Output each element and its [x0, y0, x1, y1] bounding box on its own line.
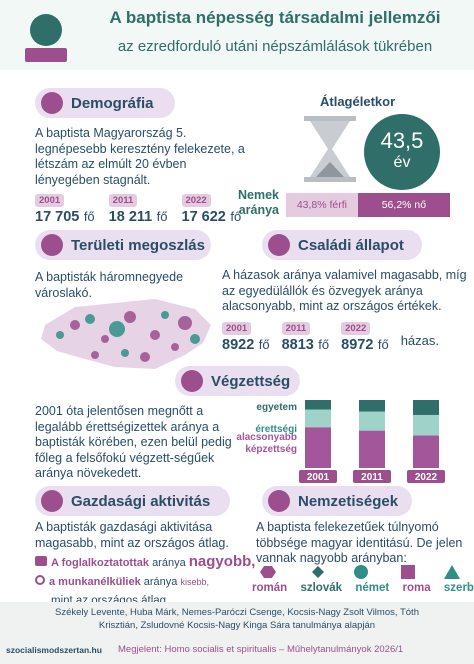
gender-bar: 43,8% férfi 56,2% nő [286, 193, 450, 217]
heading: Nemzetiségek [298, 492, 399, 510]
map [41, 299, 211, 369]
subtitle: az ezredforduló utáni népszámlálások tük… [117, 38, 433, 55]
heading-pill: Gazdasági aktivitás [35, 486, 230, 516]
year-tag: 2022 [181, 194, 211, 207]
unit: fő [377, 337, 389, 352]
bar-segment [359, 411, 385, 431]
year-tag-bg [299, 470, 337, 483]
paragraph: A baptista Magyarország 5. legnépesebb k… [35, 126, 245, 187]
count: 8922 [222, 337, 255, 353]
education-chart: 2001 2011 2022 alacsonyabb képzettségérettsé… [236, 400, 445, 483]
bar-segment [413, 400, 439, 415]
bar-segment [359, 430, 385, 468]
year-tag: 2022 [341, 322, 371, 335]
year-item: 2022 17 622 fő [181, 190, 242, 226]
paragraph: A baptisták háromnegyede városlakó. [35, 270, 184, 300]
year-tag: 2001 [35, 194, 65, 207]
paragraph: A baptisták gazdasági aktivitása magasab… [35, 520, 229, 550]
url: szocialismodszertan.hu [6, 645, 102, 655]
count: 8972 [341, 337, 374, 353]
gender-label: Nemek aránya [238, 188, 279, 217]
year-item: 2022 8972 fő [341, 318, 389, 354]
nationality: szerb [443, 582, 474, 594]
year-item: 2011 8813 fő [281, 318, 330, 354]
bar-segment [359, 400, 385, 412]
nationality-labels: román szlovák német roma szerb [252, 582, 474, 594]
hourglass [304, 116, 356, 182]
heading-pill: Nemzetiségek [262, 486, 412, 516]
word: aránya [143, 576, 178, 588]
heading: Demográfia [71, 94, 154, 112]
logo [30, 14, 62, 46]
heading: Családi állapot [298, 236, 404, 254]
word: aránya [152, 557, 186, 569]
bar-segment [413, 435, 439, 468]
bar-segment [413, 414, 439, 436]
nationality: roma [402, 582, 431, 594]
age-value: 43,5 [380, 128, 424, 153]
paragraph: A házasok aránya valamivel magasabb, míg… [222, 268, 467, 313]
year-tag: 2011 [281, 322, 311, 335]
year-tag: 2011 [108, 194, 138, 207]
source: Megjelent: Homo socialis et spiritualis … [118, 644, 404, 655]
heading: Átlagéletkor [320, 94, 396, 109]
legend-label: érettségi [255, 424, 297, 435]
heading-pill: Demográfia [35, 88, 175, 118]
year-item: 2001 17 705 fő [35, 190, 95, 226]
header-band [0, 0, 474, 70]
heading-pill: Területi megoszlás [35, 230, 211, 260]
nationality-icons [260, 565, 460, 579]
heading: Gazdasági aktivitás [71, 492, 211, 510]
unit: fő [83, 209, 95, 224]
group: a munkanélküliek [49, 576, 141, 588]
footer-band [0, 602, 474, 664]
suffix: házas. [400, 333, 439, 348]
age-unit: év [393, 154, 411, 171]
unit: fő [230, 209, 242, 224]
logo-banner [25, 48, 67, 62]
paragraph: A baptista felekezetűek túlnyomó többség… [256, 520, 463, 565]
unit: fő [156, 209, 168, 224]
count: 17 622 [181, 209, 226, 225]
year-tag: 2001 [222, 322, 252, 335]
nationality: német [355, 582, 390, 594]
nationality: szlovák [300, 582, 343, 594]
bar-segment [305, 400, 331, 410]
heading-pill: Családi állapot [262, 230, 422, 260]
year-row: 2001 8922 fő 2011 8813 fő 2022 8972 fő háza… [222, 318, 472, 354]
group: A foglalkoztatottak [51, 557, 149, 569]
heading: Területi megoszlás [71, 236, 205, 254]
unit: fő [318, 337, 330, 352]
title: A baptista népesség társadalmi jellemzői [109, 8, 441, 27]
gender-segment: 56,2% nő [357, 193, 450, 217]
x-tick-label: 2001 [307, 472, 330, 483]
x-tick-label: 2011 [361, 472, 383, 483]
legend-label: alacsonyabb képzettség [236, 432, 297, 455]
gender-segment: 43,8% férfi [286, 193, 358, 217]
x-tick-label: 2022 [415, 472, 438, 483]
legend-label: egyetem [256, 402, 297, 413]
age-circle: 43,5 év [364, 114, 440, 190]
heading-pill: Végzettség [175, 366, 300, 396]
year-tag-bg [353, 470, 391, 483]
year-tag-bg [407, 470, 445, 483]
bar-segment [305, 409, 331, 428]
count: 17 705 [35, 209, 80, 225]
trend: nagyobb, [188, 553, 256, 570]
year-item: 2001 8922 fő [222, 318, 270, 354]
count: 8813 [281, 337, 314, 353]
authors: Székely Levente, Huba Márk, Nemes-Parócz… [55, 607, 419, 631]
paragraph: 2001 óta jelentősen megnőtt a legalább é… [35, 404, 232, 480]
count: 18 211 [108, 209, 153, 225]
unit: fő [258, 337, 270, 352]
year-item: 2011 18 211 fő [108, 190, 168, 226]
nationality: román [252, 582, 288, 594]
bar-segment [305, 427, 331, 468]
trend: kisebb, [180, 577, 210, 587]
heading: Végzettség [211, 372, 291, 390]
year-row: 2001 17 705 fő 2011 18 211 fő 2022 17 622 f… [35, 190, 260, 226]
